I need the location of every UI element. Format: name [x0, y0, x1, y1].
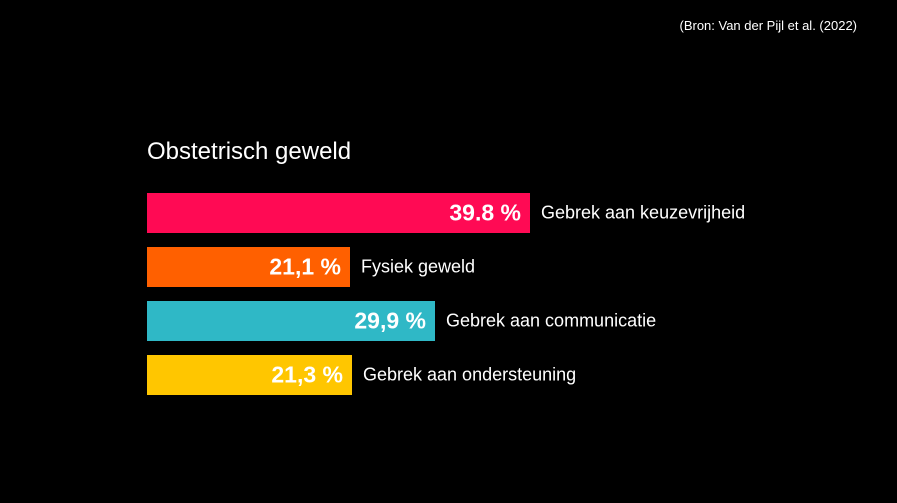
- bar-value-label: 21,1 %: [269, 253, 341, 280]
- bar-value-label: 39.8 %: [449, 199, 521, 226]
- bar-value-label: 29,9 %: [354, 307, 426, 334]
- category-label: Fysiek geweld: [361, 256, 476, 277]
- bar: 39.8 %: [147, 193, 530, 233]
- bar: 21,3 %: [147, 355, 352, 395]
- bar: 29,9 %: [147, 301, 435, 341]
- category-label: Gebrek aan communicatie: [446, 310, 657, 331]
- category-label: Gebrek aan ondersteuning: [363, 364, 577, 385]
- chart-title: Obstetrisch geweld: [147, 138, 352, 165]
- bar: 21,1 %: [147, 247, 350, 287]
- bar-value-label: 21,3 %: [271, 361, 343, 388]
- source-note: (Bron: Van der Pijl et al. (2022): [679, 18, 857, 33]
- category-label: Gebrek aan keuzevrijheid: [541, 202, 746, 223]
